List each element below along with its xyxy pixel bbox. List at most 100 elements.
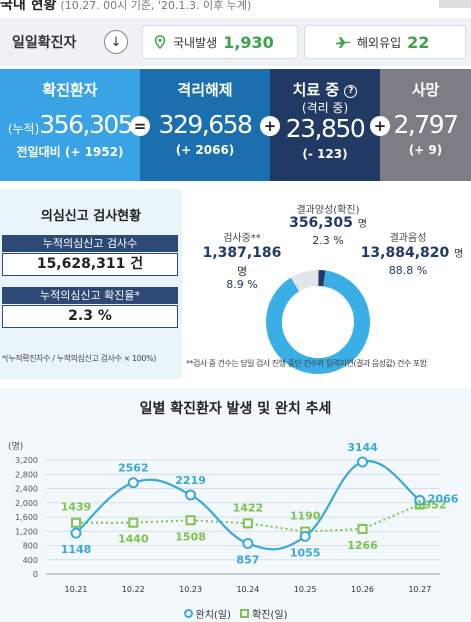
confirmed-title: 확진환자 — [42, 81, 98, 99]
confirmed-data-label: 1439 — [61, 501, 92, 514]
recovered-data-label: 2219 — [175, 474, 206, 487]
confirmed-number: 356,305 — [39, 110, 133, 139]
airplane-icon — [336, 37, 351, 48]
positive-rate-value: 2.3 % — [2, 305, 178, 328]
negative-value: 13,884,820 명 — [360, 245, 464, 261]
x-tick-label: 10.25 — [294, 585, 317, 594]
square-marker-icon — [240, 609, 250, 618]
confirmed-delta: 전일대비 (+ 1952) — [16, 145, 124, 159]
y-tick-label: 2,400 — [15, 485, 38, 494]
confirmed-block: 확진환자 (누적)356,305 전일대비 (+ 1952) — [0, 69, 140, 181]
recovered-point[interactable] — [299, 530, 311, 542]
recovered-point[interactable] — [185, 489, 197, 501]
y-tick-label: 400 — [23, 556, 38, 565]
testing-donut-chart — [266, 270, 370, 374]
recovered-point[interactable] — [242, 537, 254, 549]
treating-value: 23,850 — [285, 114, 366, 143]
y-tick-label: 1,200 — [15, 527, 38, 536]
confirmed-point[interactable] — [185, 515, 196, 526]
released-delta: (+ 2066) — [175, 143, 235, 157]
confirmed-data-label: 1508 — [175, 530, 206, 543]
trend-line-chart: (명) 0 400 800 1,200 1,600 2,000 2,400 2,800 3,200… — [8, 441, 459, 594]
in-progress-label: 검사중** — [223, 233, 261, 244]
cum-tests-label: 누적의심신고 검사수 — [2, 235, 178, 252]
x-tick-label: 10.22 — [122, 585, 145, 594]
legend-confirmed[interactable]: 확진(일) — [240, 606, 288, 621]
daily-confirmed-label: 일일확진자 — [12, 35, 77, 51]
testing-footnote: *(누적확진자수 / 누적의심신고 검사수 × 100%) — [2, 354, 157, 363]
y-tick-label: 2,000 — [15, 499, 38, 508]
recovered-data-label: 2066 — [428, 492, 459, 505]
legend-recovered[interactable]: 완치(일) — [183, 606, 231, 621]
treating-block: 치료 중 ? (격리 중) 23,850 (- 123) — [270, 69, 380, 181]
x-tick-label: 10.21 — [65, 585, 88, 594]
help-icon[interactable]: ? — [344, 85, 358, 98]
plus-icon: + — [260, 116, 280, 136]
trend-chart-panel: 일별 확진환자 발생 및 완치 추세 (명) 0 400 800 1,200 1,600 2… — [0, 388, 471, 622]
plus-icon: + — [370, 116, 390, 136]
deaths-title: 사망 — [411, 81, 440, 99]
domestic-cases: 국내발생 1,930 — [142, 25, 298, 59]
confirmed-data-label: 1952 — [416, 498, 447, 511]
arrow-down-icon[interactable]: ↓ — [104, 30, 128, 54]
y-axis-label: (명) — [8, 441, 23, 452]
confirmed-point[interactable] — [128, 517, 139, 528]
released-value: 329,658 — [158, 110, 253, 139]
recovered-point[interactable] — [127, 477, 139, 489]
confirmed-data-label: 1440 — [118, 533, 149, 546]
donut-slice — [266, 270, 370, 374]
recovered-point[interactable] — [70, 527, 82, 539]
daily-confirmed-bar: 일일확진자 ↓ 국내발생 1,930 해외유입 22 — [0, 18, 471, 66]
location-pin-icon — [154, 35, 166, 49]
y-tick-label: 3,200 — [15, 456, 38, 465]
released-title: 격리해제 — [177, 81, 233, 99]
x-tick-label: 10.23 — [179, 585, 202, 594]
overseas-value: 22 — [407, 32, 430, 52]
page-subtitle: (10.27. 00시 기준, '20.1.3. 이후 누계) — [60, 0, 252, 12]
testing-title: 의심신고 검사현황 — [40, 209, 142, 224]
header-button[interactable] — [439, 0, 471, 8]
recovered-point[interactable] — [414, 494, 426, 506]
y-tick-label: 800 — [23, 542, 38, 551]
recovered-data-label: 2562 — [118, 462, 149, 475]
confirmed-point[interactable] — [242, 518, 253, 529]
recovered-data-label: 1148 — [61, 543, 92, 556]
overseas-label: 해외유입 — [357, 35, 402, 50]
testing-summary: 의심신고 검사현황 누적의심신고 검사수 15,628,311 건 누적의심신고… — [0, 189, 182, 379]
equals-icon: = — [130, 116, 150, 136]
in-progress-unit: 명 — [236, 265, 248, 278]
confirmed-point[interactable] — [71, 517, 81, 528]
confirmed-prefix: (누적) — [7, 122, 40, 136]
domestic-value: 1,930 — [223, 32, 274, 52]
chart-legend: 완치(일) 확진(일) — [0, 606, 471, 621]
circle-marker-icon — [183, 609, 193, 618]
recovered-point[interactable] — [357, 456, 368, 468]
confirmed-data-label: 1266 — [347, 539, 378, 552]
page-title: 국내 현황 (10.27. 00시 기준, '20.1.3. 이후 누계) — [0, 0, 252, 13]
deaths-block: 사망 2,797 (+ 9) — [380, 69, 471, 181]
negative-label: 결과음성 — [389, 233, 427, 244]
in-progress-pct: 8.9 % — [226, 278, 258, 291]
positive-pct: 2.3 % — [312, 234, 344, 247]
treating-delta: (- 123) — [302, 147, 348, 161]
domestic-label: 국내발생 — [173, 35, 218, 50]
y-tick-label: 1,600 — [15, 513, 38, 522]
deaths-delta: (+ 9) — [408, 143, 443, 157]
x-tick-label: 10.27 — [408, 585, 431, 594]
testing-breakdown: 결과양성(확진) 356,305 명 2.3 % 검사중** 1,387,186… — [182, 189, 471, 379]
positive-rate-label: 누적의심신고 확진율* — [2, 287, 178, 304]
treating-subtitle: (격리 중) — [301, 101, 349, 115]
positive-label: 결과양성(확진) — [296, 205, 360, 216]
negative-pct: 88.8 % — [388, 264, 428, 277]
testing-breakdown-footnote: **검사 중 건수는 당일 검사 진행 중인 건수와 입력지연(결과 음성값) … — [186, 359, 427, 368]
in-progress-value: 1,387,186 — [202, 245, 282, 261]
chart-title: 일별 확진환자 발생 및 완치 추세 — [139, 401, 332, 417]
positive-value: 356,305 명 — [289, 215, 367, 231]
recovered-data-label: 3144 — [347, 441, 378, 454]
x-tick-label: 10.24 — [236, 585, 259, 594]
confirmed-point[interactable] — [357, 523, 368, 534]
confirmed-value: (누적)356,305 — [0, 110, 140, 139]
confirmed-data-label: 1190 — [290, 510, 321, 523]
treating-title: 치료 중 ? — [270, 79, 380, 100]
y-tick-label: 0 — [33, 570, 38, 579]
